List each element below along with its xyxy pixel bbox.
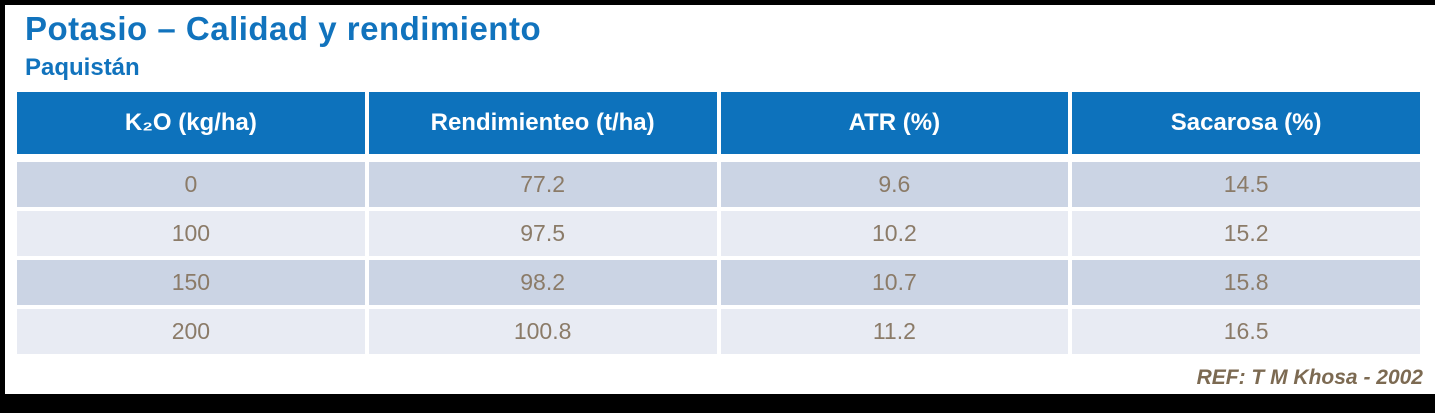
table-cell: 10.2	[720, 211, 1069, 256]
table-header-row: K₂O (kg/ha) Rendimienteo (t/ha) ATR (%) …	[17, 92, 1420, 154]
table-cell: 200	[17, 309, 365, 354]
column-header-k2o: K₂O (kg/ha)	[17, 92, 365, 154]
column-header-rendimiento: Rendimienteo (t/ha)	[368, 92, 717, 154]
table-row: 200 100.8 11.2 16.5	[17, 309, 1420, 354]
table-cell: 100.8	[368, 309, 717, 354]
data-table: K₂O (kg/ha) Rendimienteo (t/ha) ATR (%) …	[17, 92, 1420, 354]
table-row: 150 98.2 10.7 15.8	[17, 260, 1420, 305]
table-cell: 98.2	[368, 260, 717, 305]
table-cell: 14.5	[1072, 162, 1420, 207]
table-cell: 11.2	[720, 309, 1069, 354]
table-cell: 150	[17, 260, 365, 305]
top-border-line	[0, 0, 1435, 5]
table-row: 0 77.2 9.6 14.5	[17, 162, 1420, 207]
table-cell: 9.6	[720, 162, 1069, 207]
table-row: 100 97.5 10.2 15.2	[17, 211, 1420, 256]
table-cell: 15.8	[1072, 260, 1420, 305]
table-cell: 100	[17, 211, 365, 256]
reference-text: REF: T M Khosa - 2002	[1196, 366, 1423, 389]
slide-subtitle: Paquistán	[25, 54, 140, 81]
bottom-black-bar	[0, 394, 1435, 413]
column-header-sacarosa: Sacarosa (%)	[1072, 92, 1420, 154]
table-cell: 97.5	[368, 211, 717, 256]
table-cell: 15.2	[1072, 211, 1420, 256]
column-header-atr: ATR (%)	[720, 92, 1069, 154]
table-cell: 77.2	[368, 162, 717, 207]
table-cell: 16.5	[1072, 309, 1420, 354]
slide-title: Potasio – Calidad y rendimiento	[25, 10, 542, 47]
left-border-line	[0, 0, 5, 413]
table-cell: 10.7	[720, 260, 1069, 305]
table-cell: 0	[17, 162, 365, 207]
